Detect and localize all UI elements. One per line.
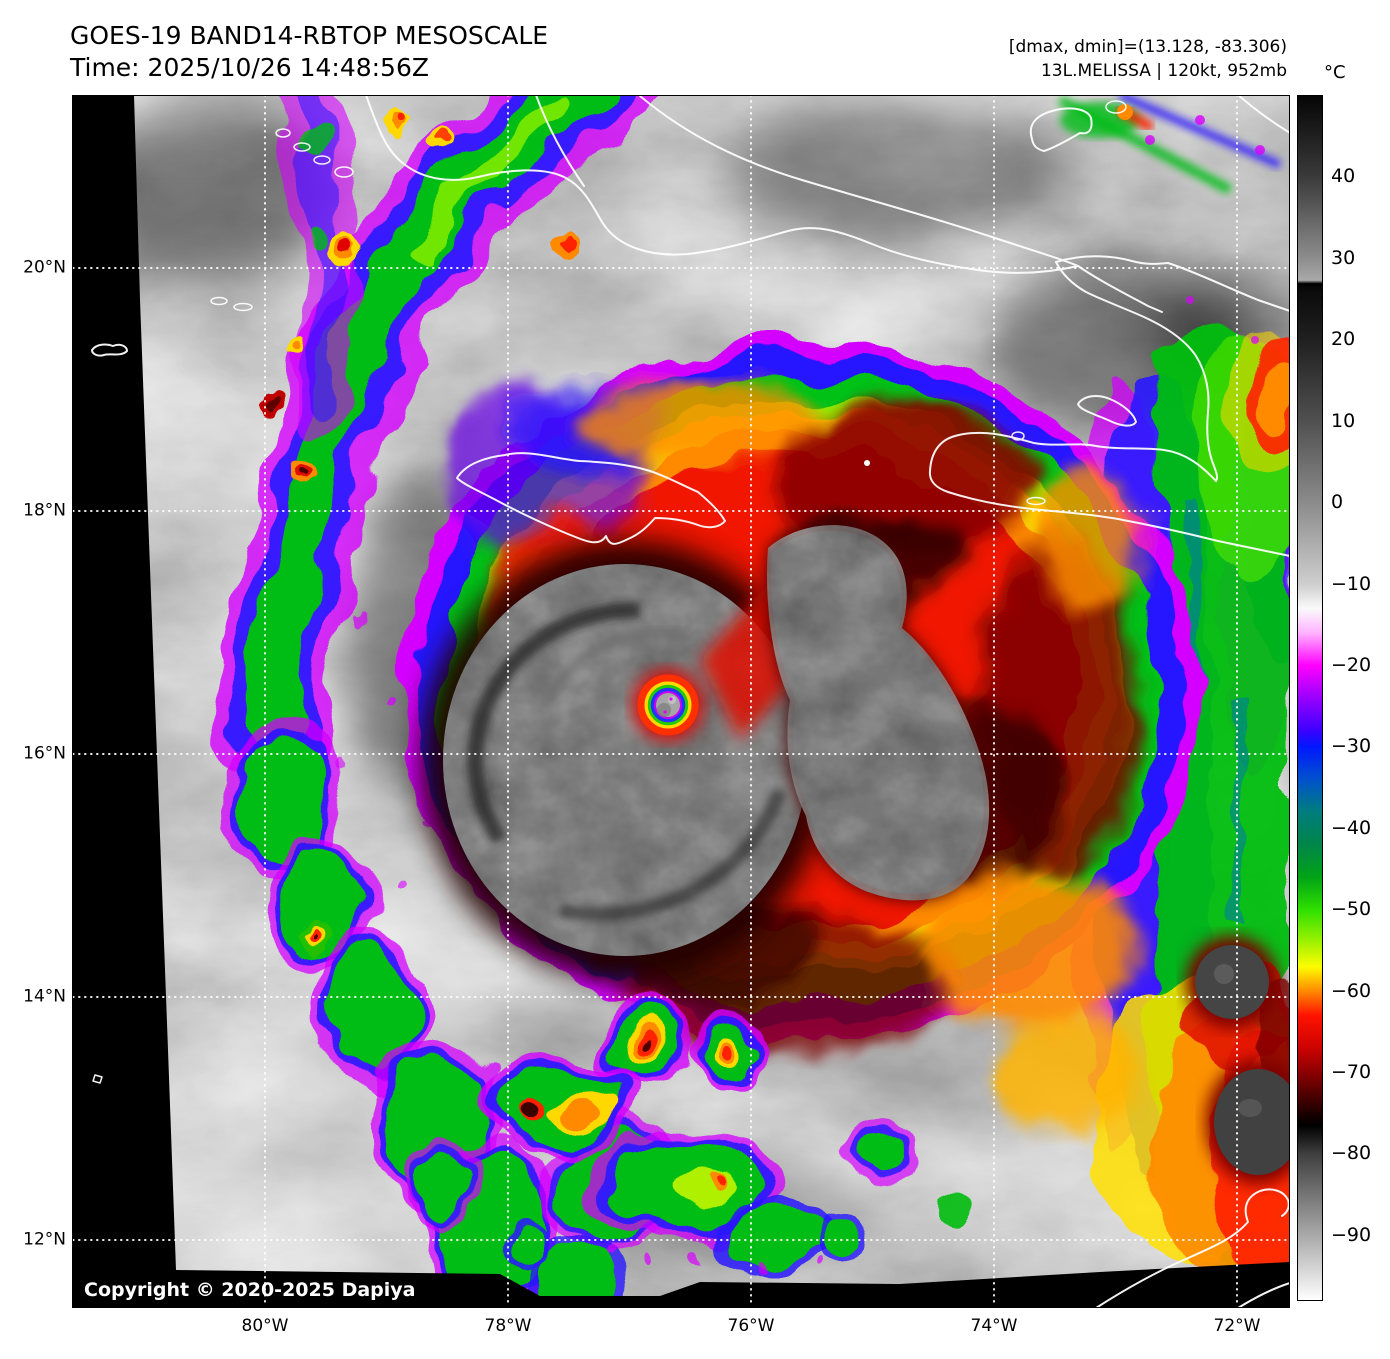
lon-tick-label: 76°W — [727, 1316, 775, 1336]
colorbar-tick-label: −50 — [1331, 898, 1372, 921]
hurricane-eye — [632, 669, 704, 741]
coastline-south-america — [1095, 1188, 1290, 1308]
colorbar-tick-label: −90 — [1331, 1223, 1372, 1246]
lat-tick-label: 16°N — [23, 743, 66, 764]
islet-southwest — [92, 1074, 103, 1084]
plot-border — [72, 95, 1290, 1308]
coastlines-overlay — [91, 343, 1290, 1308]
island-gonave — [1077, 395, 1137, 427]
island-little-cayman — [210, 296, 228, 306]
dmax-dmin-readout: [dmax, dmin]=(13.128, -83.306) — [1008, 37, 1287, 57]
island-grand-cayman — [91, 343, 128, 357]
colorbar-tick-label: 30 — [1331, 246, 1356, 269]
product-title: GOES-19 BAND14-RBTOP MESOSCALE — [70, 21, 549, 50]
satellite-scene — [72, 95, 1290, 1308]
coastline-cuba-north — [535, 95, 1163, 313]
colorbar-tick-label: −30 — [1331, 735, 1372, 758]
colorbar-tick-label: 10 — [1331, 409, 1356, 432]
coastline-hispaniola-north — [1055, 255, 1289, 312]
coastline-gonave-gulf — [1055, 261, 1219, 482]
coastline-south-america-2 — [1237, 1282, 1290, 1308]
cdo-core — [420, 525, 990, 980]
island-cayman-brac — [233, 302, 253, 312]
lat-tick-label: 14°N — [23, 986, 66, 1007]
point-marker — [864, 460, 870, 466]
lat-tick-label: 18°N — [23, 500, 66, 521]
lon-tick-label: 74°W — [970, 1316, 1018, 1336]
island-great-inagua — [1029, 107, 1093, 152]
lat-tick-label: 20°N — [23, 257, 66, 278]
right-rainband-cold-overshoots — [1186, 936, 1289, 1184]
coastline-jamaica — [456, 452, 726, 545]
colorbar-tick-label: −70 — [1331, 1061, 1372, 1084]
colorbar-tick-label: −60 — [1331, 979, 1372, 1002]
outer-rainband — [214, 95, 684, 1296]
coastline-bahamas-corner — [1237, 95, 1289, 134]
timestamp: Time: 2025/10/26 14:48:56Z — [70, 53, 429, 82]
lon-tick-label: 72°W — [1213, 1316, 1261, 1336]
colorbar-tick-label: −10 — [1331, 572, 1372, 595]
colorbar-unit-label: °C — [1324, 62, 1346, 83]
coastline-cuba-south — [365, 95, 1079, 274]
colorbar-tick-label: 0 — [1331, 491, 1344, 514]
coastline-tiburon-north — [929, 431, 1217, 482]
copyright-label: Copyright © 2020-2025 Dapiya — [84, 1279, 416, 1301]
satellite-data-region — [134, 95, 1289, 1296]
lon-tick-label: 80°W — [241, 1316, 289, 1336]
colorbar-gradient — [1297, 95, 1323, 1301]
colorbar-tick-label: −20 — [1331, 653, 1372, 676]
lat-tick-label: 12°N — [23, 1229, 66, 1250]
colorbar-tick-label: −40 — [1331, 816, 1372, 839]
colorbar-tick-label: 40 — [1331, 165, 1356, 188]
coastline-tiburon-south — [928, 470, 1289, 557]
coastlines — [210, 95, 1289, 557]
storm-intensity-readout: 13L.MELISSA | 120kt, 952mb — [1040, 61, 1287, 81]
colorbar-tick-label: −80 — [1331, 1142, 1372, 1165]
lon-tick-label: 78°W — [484, 1316, 532, 1336]
island-little-inagua — [1105, 100, 1127, 114]
graticule — [72, 95, 1290, 1308]
scattered-convection — [412, 1001, 968, 1272]
colorbar — [1297, 95, 1323, 1301]
colorbar-tick-label: 20 — [1331, 328, 1356, 351]
